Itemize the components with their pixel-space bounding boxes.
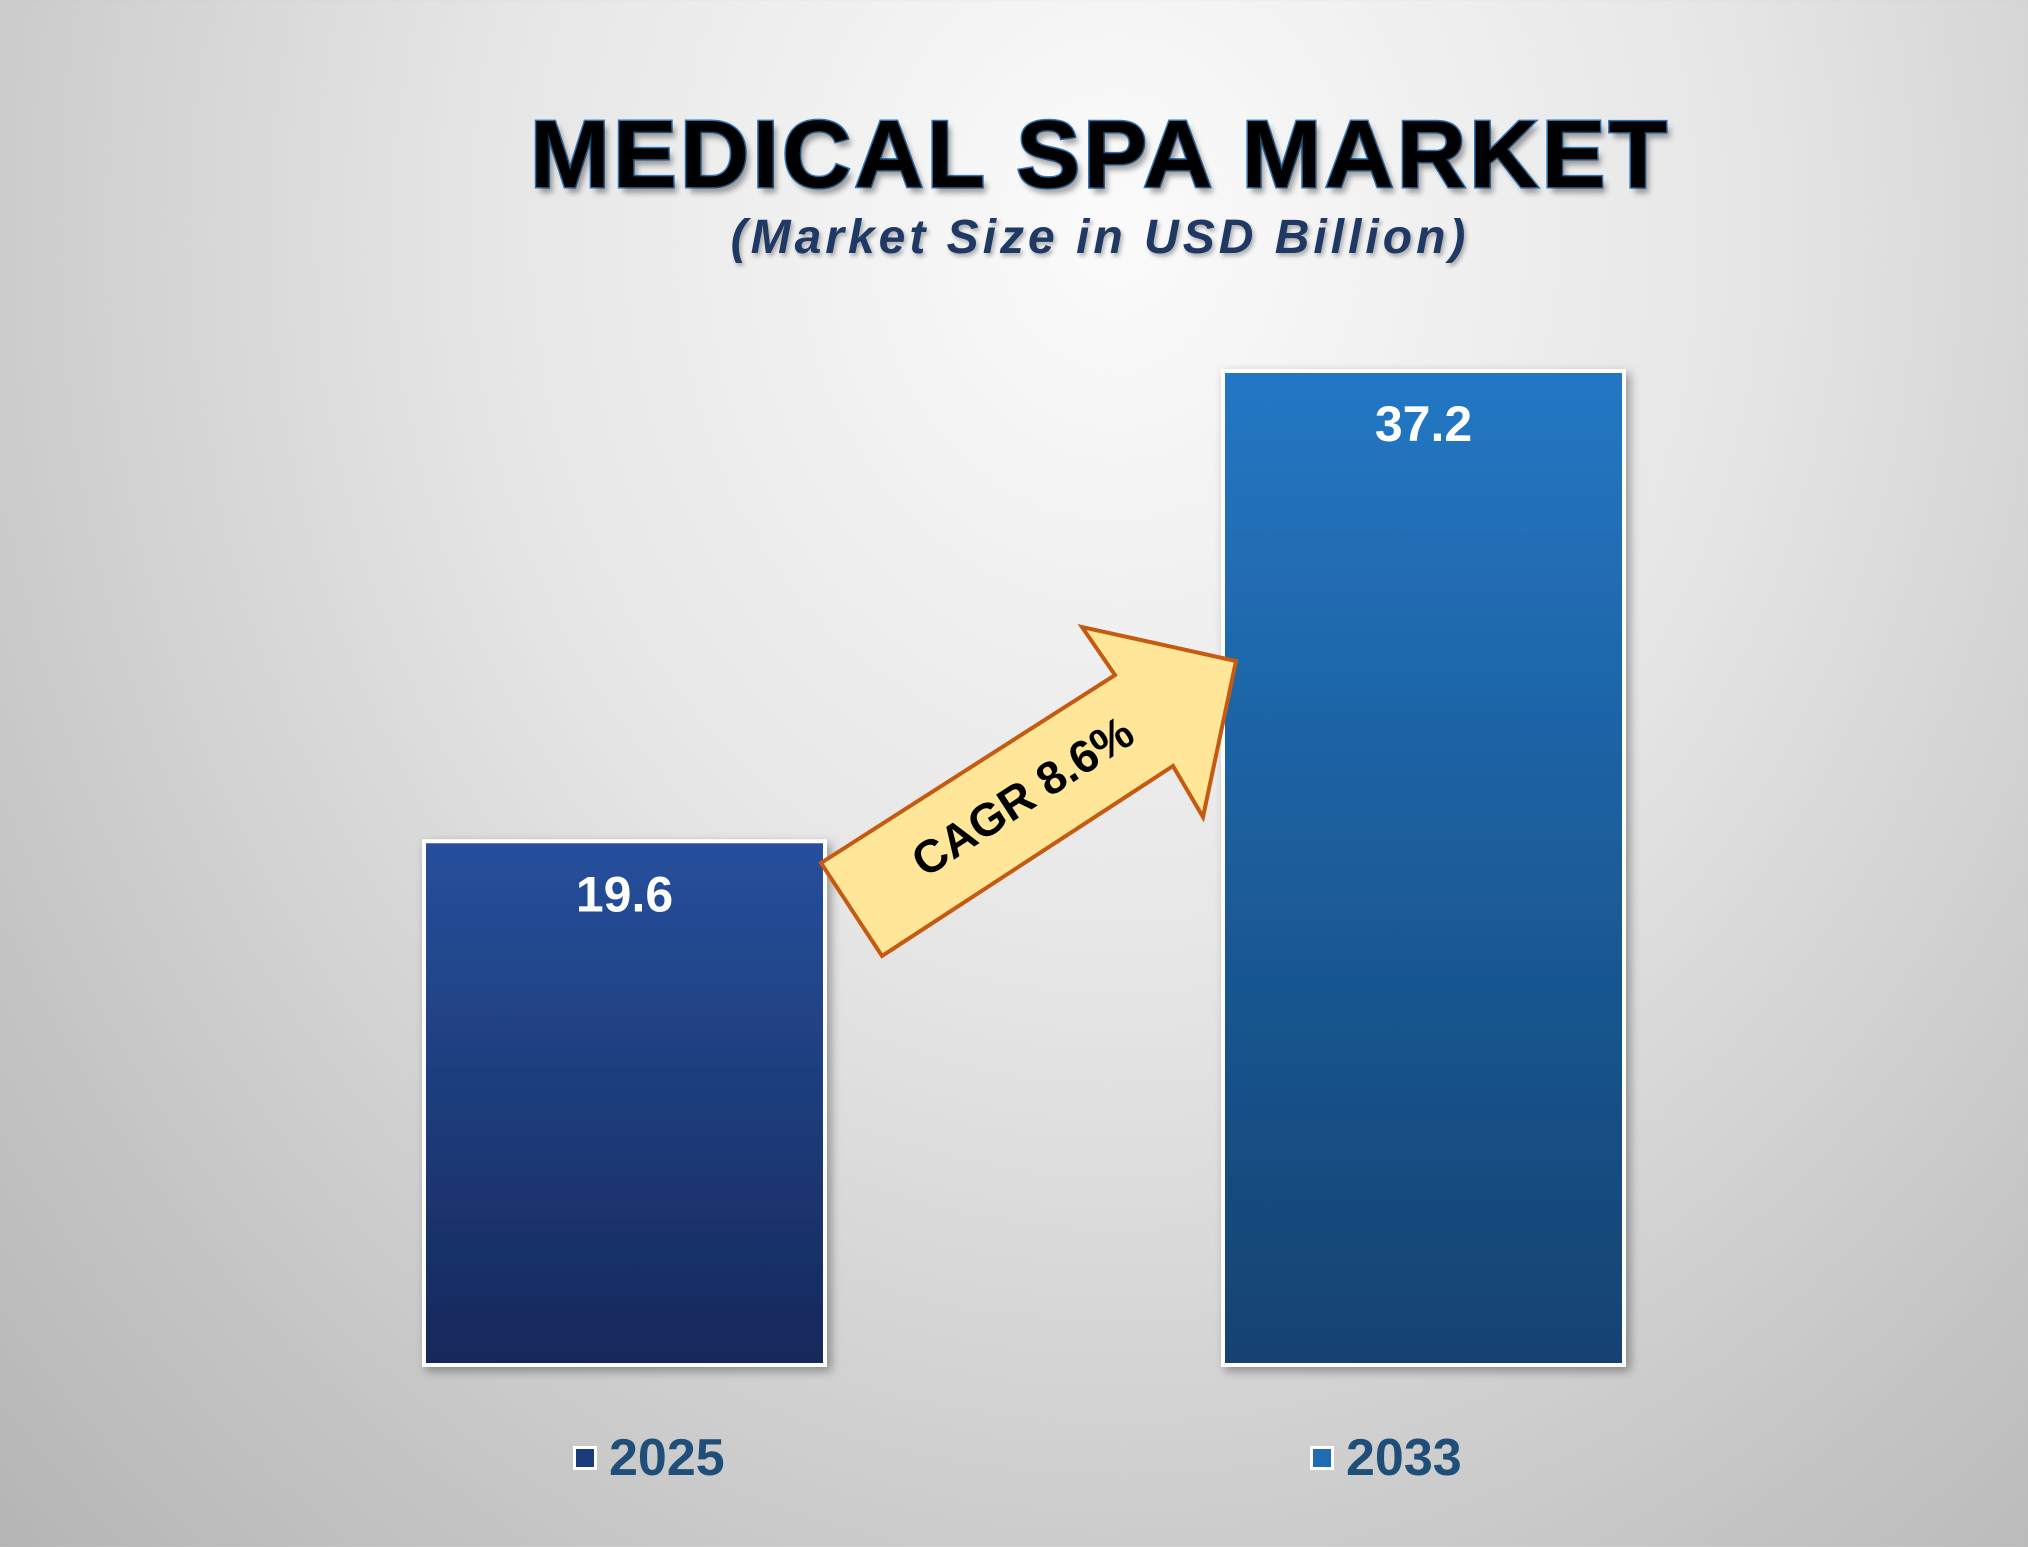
data-label-2033: 37.2 [1375, 396, 1472, 452]
cagr-arrow: CAGR 8.6% [818, 623, 1239, 959]
chart-title: MEDICAL SPA MARKET [528, 100, 1671, 210]
legend-swatch [573, 1446, 597, 1470]
chart-subtitle: (Market Size in USD Billion) [730, 211, 1470, 264]
legend-item-2033: 2033 [1310, 1428, 1462, 1488]
legend-label: 2025 [609, 1429, 725, 1487]
data-label-2025: 19.6 [576, 866, 673, 922]
bar-2033 [1221, 369, 1626, 1367]
cagr-arrow-shape [818, 623, 1239, 959]
bar-2025 [422, 839, 827, 1367]
legend-item-2025: 2025 [573, 1428, 725, 1488]
legend-swatch [1310, 1446, 1334, 1470]
legend-label: 2033 [1346, 1429, 1462, 1487]
